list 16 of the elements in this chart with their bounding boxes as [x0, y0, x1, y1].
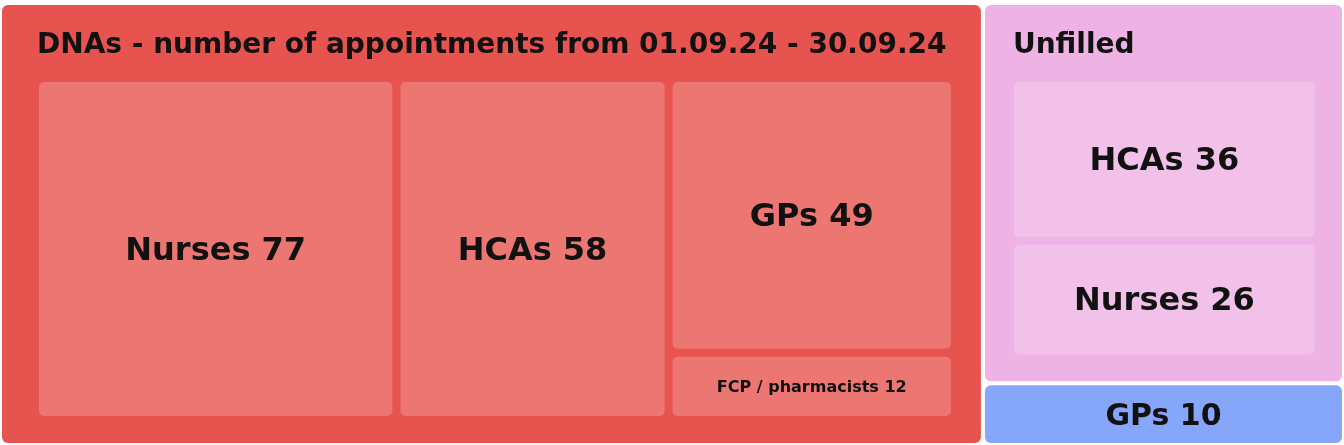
category-label: HCAs — [1089, 140, 1195, 179]
series-label: Unfilled — [1012, 27, 1135, 60]
data-label: 49 — [829, 196, 874, 235]
data-label: 36 — [1194, 140, 1240, 179]
data-label: 12 — [884, 376, 907, 396]
category-label: HCAs — [457, 230, 563, 268]
data-label: 10 — [1179, 396, 1222, 432]
category-label: GPs — [1105, 396, 1180, 432]
category-label: Nurses — [1074, 280, 1211, 319]
category-label: FCP / pharmacists — [716, 376, 885, 396]
series-label: DNAs - number of appointments from 01.09.24 - 30.09.24 — [37, 27, 947, 60]
data-label: 58 — [562, 230, 608, 268]
category-label: Nurses — [125, 230, 262, 268]
category-label: GPs — [749, 196, 830, 235]
data-label: 77 — [261, 230, 307, 268]
data-label: 26 — [1210, 280, 1255, 319]
